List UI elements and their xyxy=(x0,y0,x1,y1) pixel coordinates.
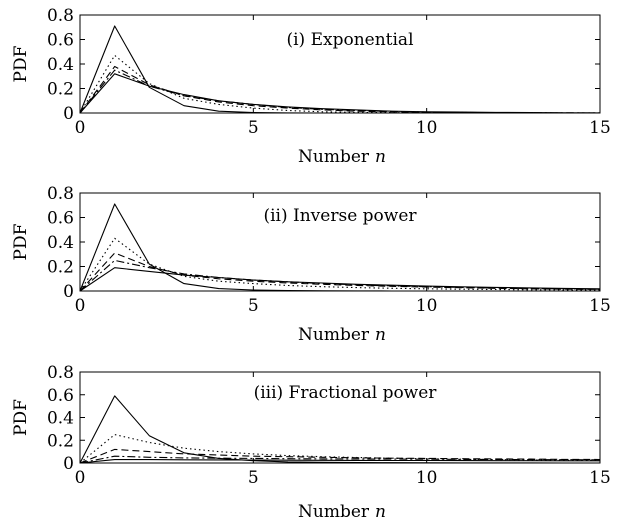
series-line-5-solid xyxy=(79,459,600,464)
y-tick-label: 0.8 xyxy=(47,6,74,26)
x-tick-label: 15 xyxy=(589,296,611,316)
x-tick-label: 0 xyxy=(75,296,86,316)
series-line-1-solid xyxy=(79,395,600,464)
y-tick-label: 0 xyxy=(63,282,74,302)
y-tick-label: 0.8 xyxy=(47,363,74,383)
x-tick-label: 10 xyxy=(416,468,438,488)
y-tick-label: 0.4 xyxy=(47,233,74,253)
x-axis-title: Number n xyxy=(298,325,386,345)
x-axis-title-text: Number xyxy=(298,325,370,345)
x-tick-label: 0 xyxy=(75,118,86,138)
x-axis-title-text: Number xyxy=(298,147,370,167)
series-line-5-solid xyxy=(79,267,601,292)
y-tick-label: 0.2 xyxy=(47,431,74,451)
x-tick-label: 10 xyxy=(416,296,438,316)
series-line-1-solid xyxy=(79,203,600,292)
x-axis-title-text: Number xyxy=(298,502,370,522)
y-tick-label: 0.2 xyxy=(47,80,74,100)
x-axis-title: Number n xyxy=(298,147,386,167)
y-tick-label: 0 xyxy=(63,104,74,124)
x-tick-label: 5 xyxy=(248,468,259,488)
panel-title: (i) Exponential xyxy=(286,30,413,50)
series-line-2-dotted xyxy=(79,54,600,114)
series-line-5-solid xyxy=(79,73,601,114)
series-line-3-dashed xyxy=(79,65,601,114)
panel-title: (iii) Fractional power xyxy=(254,383,438,403)
y-tick-label: 0.4 xyxy=(47,409,74,429)
y-axis-title: PDF xyxy=(11,223,31,260)
x-axis-title: Number n xyxy=(298,502,386,522)
panel-title: (ii) Inverse power xyxy=(263,206,417,226)
series-line-3-dashed xyxy=(79,252,601,292)
x-axis-title-variable: n xyxy=(375,147,386,167)
x-tick-label: 10 xyxy=(416,118,438,138)
series-line-3-dashed xyxy=(79,448,601,464)
y-axis-title: PDF xyxy=(11,399,31,436)
series-line-4-dashdot xyxy=(79,455,601,464)
y-tick-label: 0.4 xyxy=(47,55,74,75)
y-tick-label: 0.2 xyxy=(47,258,74,278)
y-tick-label: 0.8 xyxy=(47,184,74,204)
y-tick-label: 0.6 xyxy=(47,386,74,406)
x-tick-label: 5 xyxy=(248,118,259,138)
y-tick-label: 0.6 xyxy=(47,209,74,229)
x-tick-label: 5 xyxy=(248,296,259,316)
y-tick-label: 0 xyxy=(63,454,74,474)
x-axis-title-variable: n xyxy=(375,325,386,345)
y-axis-title: PDF xyxy=(11,45,31,82)
x-tick-label: 15 xyxy=(589,118,611,138)
y-tick-label: 0.6 xyxy=(47,31,74,51)
x-tick-label: 0 xyxy=(75,468,86,488)
x-tick-label: 15 xyxy=(589,468,611,488)
series-line-2-dotted xyxy=(79,237,601,292)
x-axis-title-variable: n xyxy=(375,502,386,522)
series-line-4-dashdot xyxy=(79,259,601,292)
